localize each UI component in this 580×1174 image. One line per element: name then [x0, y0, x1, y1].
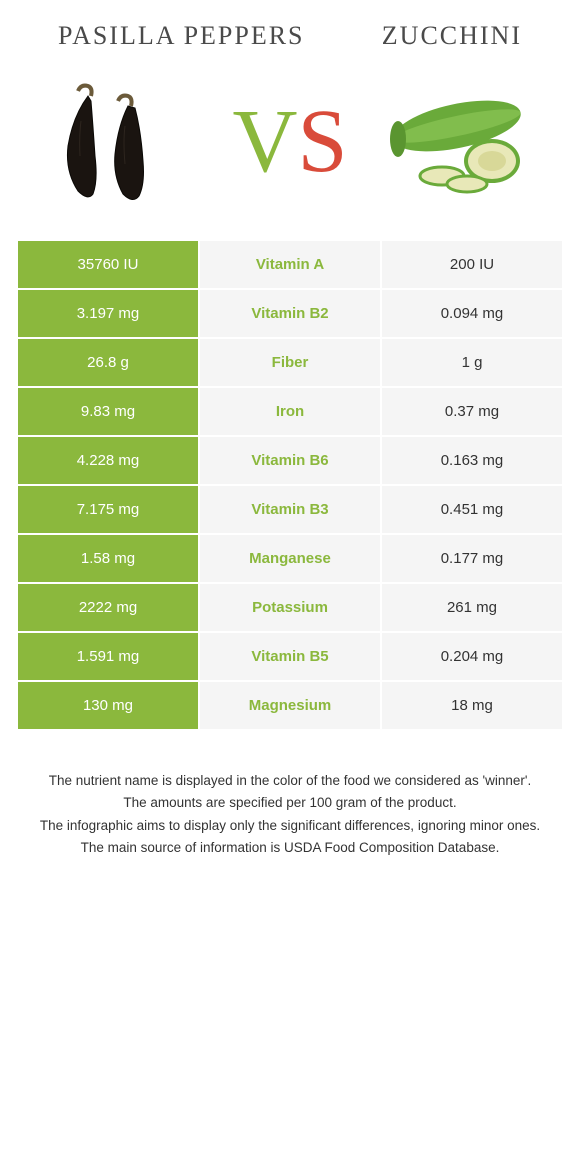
zucchini-image: [382, 71, 542, 211]
footnotes: The nutrient name is displayed in the co…: [18, 771, 562, 858]
nutrient-name: Magnesium: [198, 682, 382, 731]
header: Pasilla peppers Zucchini: [18, 20, 562, 51]
comparison-table: 35760 IUVitamin A200 IU3.197 mgVitamin B…: [18, 241, 562, 731]
right-value: 0.37 mg: [382, 388, 562, 437]
table-row: 9.83 mgIron0.37 mg: [18, 388, 562, 437]
nutrient-name: Vitamin A: [198, 241, 382, 290]
pasilla-icon: [43, 76, 193, 206]
right-value: 0.094 mg: [382, 290, 562, 339]
vs-v-letter: V: [232, 92, 297, 191]
nutrient-name: Fiber: [198, 339, 382, 388]
left-value: 35760 IU: [18, 241, 198, 290]
vs-s-letter: S: [297, 92, 347, 191]
table-row: 1.58 mgManganese0.177 mg: [18, 535, 562, 584]
nutrient-name: Vitamin B3: [198, 486, 382, 535]
table-row: 26.8 gFiber1 g: [18, 339, 562, 388]
nutrient-name: Vitamin B6: [198, 437, 382, 486]
right-food-title: Zucchini: [382, 20, 522, 51]
table-row: 130 mgMagnesium18 mg: [18, 682, 562, 731]
left-food-title: Pasilla peppers: [58, 20, 305, 51]
footnote-line: The main source of information is USDA F…: [28, 838, 552, 858]
right-value: 18 mg: [382, 682, 562, 731]
left-value: 1.591 mg: [18, 633, 198, 682]
right-value: 0.163 mg: [382, 437, 562, 486]
nutrient-name: Iron: [198, 388, 382, 437]
right-value: 0.451 mg: [382, 486, 562, 535]
left-value: 1.58 mg: [18, 535, 198, 584]
left-value: 130 mg: [18, 682, 198, 731]
zucchini-icon: [382, 76, 542, 206]
table-row: 1.591 mgVitamin B50.204 mg: [18, 633, 562, 682]
vs-label: VS: [232, 90, 347, 193]
pasilla-image: [38, 71, 198, 211]
table-row: 7.175 mgVitamin B30.451 mg: [18, 486, 562, 535]
nutrient-name: Potassium: [198, 584, 382, 633]
table-row: 35760 IUVitamin A200 IU: [18, 241, 562, 290]
table-row: 4.228 mgVitamin B60.163 mg: [18, 437, 562, 486]
right-value: 1 g: [382, 339, 562, 388]
table-row: 2222 mgPotassium261 mg: [18, 584, 562, 633]
footnote-line: The infographic aims to display only the…: [28, 816, 552, 836]
right-value: 200 IU: [382, 241, 562, 290]
right-value: 0.204 mg: [382, 633, 562, 682]
right-value: 0.177 mg: [382, 535, 562, 584]
nutrient-name: Manganese: [198, 535, 382, 584]
nutrient-name: Vitamin B2: [198, 290, 382, 339]
left-value: 2222 mg: [18, 584, 198, 633]
left-value: 26.8 g: [18, 339, 198, 388]
footnote-line: The nutrient name is displayed in the co…: [28, 771, 552, 791]
vs-row: VS: [18, 71, 562, 211]
footnote-line: The amounts are specified per 100 gram o…: [28, 793, 552, 813]
nutrient-name: Vitamin B5: [198, 633, 382, 682]
left-value: 4.228 mg: [18, 437, 198, 486]
left-value: 3.197 mg: [18, 290, 198, 339]
left-value: 9.83 mg: [18, 388, 198, 437]
left-value: 7.175 mg: [18, 486, 198, 535]
table-row: 3.197 mgVitamin B20.094 mg: [18, 290, 562, 339]
right-value: 261 mg: [382, 584, 562, 633]
